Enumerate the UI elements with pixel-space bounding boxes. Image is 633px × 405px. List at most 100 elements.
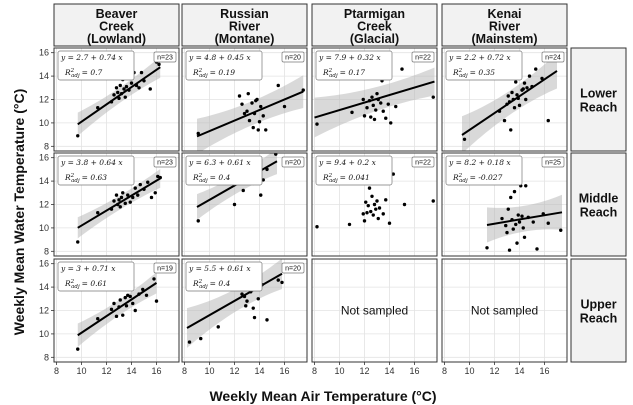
data-point bbox=[199, 336, 203, 341]
data-point bbox=[127, 88, 131, 92]
equation-box-frame bbox=[445, 155, 523, 186]
data-point bbox=[364, 200, 368, 204]
equation-box-frame bbox=[57, 155, 135, 186]
data-point bbox=[242, 294, 247, 299]
data-point bbox=[384, 116, 388, 120]
data-point bbox=[119, 91, 124, 96]
data-point bbox=[527, 74, 532, 78]
data-point bbox=[157, 62, 161, 67]
data-point bbox=[259, 104, 263, 109]
data-point bbox=[374, 207, 378, 211]
data-point bbox=[507, 248, 512, 252]
data-point bbox=[216, 325, 220, 329]
equation-box: y = 9.4 + 0.2 x R2 adj = 0.041 bbox=[315, 155, 393, 186]
data-point bbox=[265, 167, 269, 172]
panel-plot-area bbox=[485, 184, 563, 252]
panel-border bbox=[311, 258, 438, 363]
data-point bbox=[250, 101, 254, 105]
data-point bbox=[526, 215, 530, 220]
regression-equation: y = 2.2 + 0.72 x bbox=[448, 53, 511, 62]
column-strip-box bbox=[441, 3, 568, 47]
column-strip-box bbox=[181, 3, 308, 47]
panel-r0-c3: y = 2.2 + 0.72 x R2 adj = 0.35 n=24 bbox=[441, 47, 568, 152]
panel-r2-c2: Not sampled bbox=[311, 258, 438, 363]
data-point bbox=[365, 105, 369, 110]
x-tick-label: 10 bbox=[464, 366, 474, 376]
data-point bbox=[128, 294, 132, 299]
data-point bbox=[76, 347, 80, 351]
data-point bbox=[531, 220, 535, 224]
data-point bbox=[137, 292, 141, 296]
data-point bbox=[372, 117, 377, 122]
x-tick-label: 14 bbox=[254, 366, 264, 376]
data-point bbox=[369, 115, 373, 119]
data-point bbox=[133, 186, 137, 190]
sample-size-frame bbox=[281, 51, 305, 63]
axes: 8 10 12 14 16 8 10 12 14 16 8 10 12 14 16 8 10 12 14 16 8 10 1… bbox=[39, 48, 550, 376]
data-point bbox=[347, 222, 352, 227]
equation-box: y = 3 + 0.71 x R2 adj = 0.61 bbox=[57, 261, 135, 292]
data-point bbox=[511, 227, 515, 231]
data-point bbox=[261, 178, 265, 182]
regression-equation: y = 3 + 0.71 x bbox=[60, 264, 116, 273]
data-point bbox=[123, 95, 127, 99]
equation-box-frame bbox=[185, 155, 263, 186]
data-point bbox=[514, 222, 518, 227]
row-strip-label: Upper bbox=[580, 298, 616, 312]
row-strip-label: Middle bbox=[579, 192, 619, 206]
data-point bbox=[381, 212, 385, 216]
regression-equation: y = 4.8 + 0.45 x bbox=[188, 53, 251, 62]
data-point bbox=[118, 298, 122, 302]
data-point bbox=[76, 134, 80, 138]
sample-size-frame bbox=[153, 262, 177, 274]
row-strip-box bbox=[570, 47, 627, 152]
data-point bbox=[245, 299, 249, 303]
data-point bbox=[371, 103, 375, 108]
data-point bbox=[400, 67, 404, 71]
regression-equation: y = 6.3 + 0.61 x bbox=[188, 158, 251, 167]
data-point bbox=[301, 88, 305, 92]
equation-box: y = 2.7 + 0.74 x R2 adj = 0.7 bbox=[57, 50, 135, 81]
sample-size-label: n=20 bbox=[285, 55, 301, 62]
data-point bbox=[96, 316, 100, 321]
data-point bbox=[126, 193, 130, 197]
x-tick-label: 8 bbox=[312, 366, 317, 376]
data-point bbox=[232, 202, 237, 207]
data-point bbox=[118, 83, 122, 88]
x-tick-label: 14 bbox=[126, 366, 136, 376]
sample-size-box: n=20 bbox=[281, 156, 305, 168]
sample-size-frame bbox=[153, 51, 177, 63]
sample-size-label: n=22 bbox=[415, 55, 431, 62]
data-point bbox=[541, 212, 545, 216]
data-point bbox=[118, 205, 122, 209]
data-point bbox=[515, 241, 519, 245]
data-point bbox=[372, 202, 377, 207]
regression-line bbox=[186, 272, 283, 329]
data-point bbox=[117, 305, 121, 309]
x-tick-label: 16 bbox=[279, 366, 289, 376]
y-tick-label: 8 bbox=[44, 352, 49, 362]
regression-equation: y = 5.5 + 0.61 x bbox=[188, 264, 251, 273]
panel-r1-c2: y = 9.4 + 0.2 x R2 adj = 0.041 n=22 bbox=[311, 152, 438, 257]
data-point bbox=[131, 195, 135, 200]
y-tick-label: 8 bbox=[44, 141, 49, 151]
equation-box: y = 3.8 + 0.64 x R2 adj = 0.63 bbox=[57, 155, 135, 186]
data-point bbox=[123, 295, 127, 300]
adjusted-r-squared: R2 adj = -0.027 bbox=[452, 173, 503, 184]
data-point bbox=[112, 199, 116, 203]
data-point bbox=[369, 209, 373, 214]
data-point bbox=[137, 86, 141, 90]
sample-size-label: n=24 bbox=[545, 55, 561, 62]
sample-size-frame bbox=[411, 51, 435, 63]
equation-box-frame bbox=[185, 261, 263, 292]
data-point bbox=[152, 277, 156, 281]
data-point bbox=[246, 91, 250, 96]
data-point bbox=[546, 118, 550, 123]
sample-size-box: n=22 bbox=[411, 156, 435, 168]
data-point bbox=[196, 131, 200, 136]
panel-plot-area bbox=[315, 172, 435, 229]
data-point bbox=[136, 193, 140, 197]
sample-size-label: n=20 bbox=[285, 266, 301, 273]
sample-size-label: n=25 bbox=[545, 160, 561, 167]
data-point bbox=[114, 86, 119, 90]
